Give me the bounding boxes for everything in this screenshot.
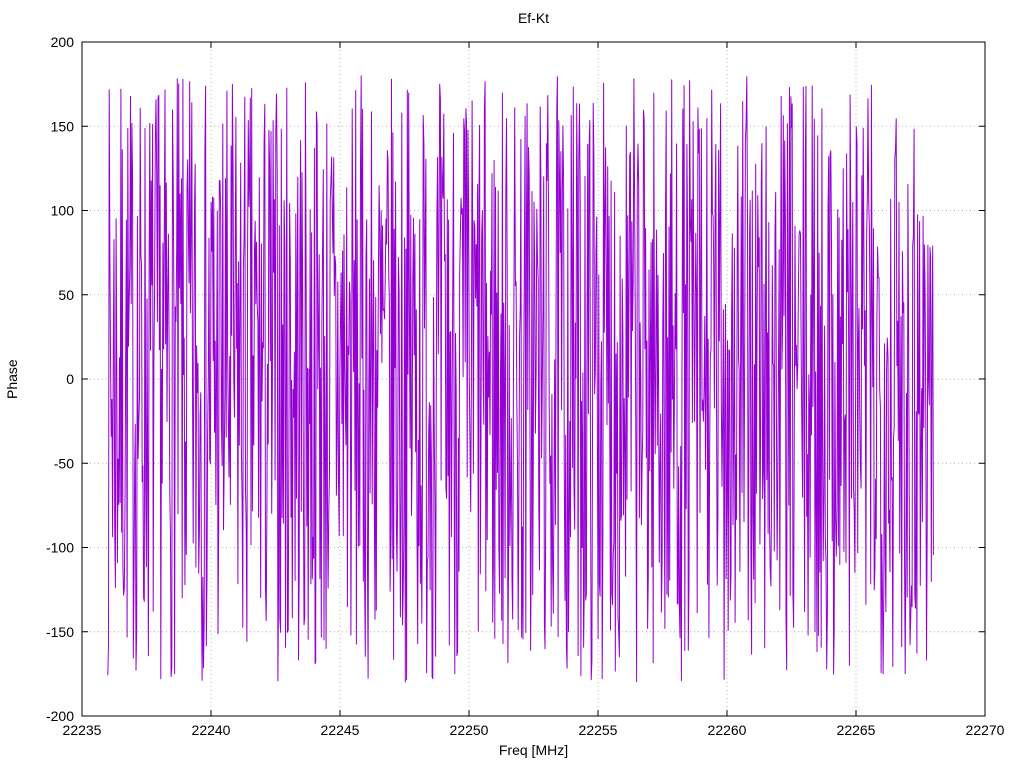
x-tick-label: 22270 [966, 722, 1005, 738]
x-tick-label: 22250 [450, 722, 489, 738]
y-tick-label: 150 [51, 118, 75, 134]
y-tick-label: -100 [46, 540, 74, 556]
y-tick-label: 100 [51, 203, 75, 219]
x-axis-label: Freq [MHz] [498, 742, 569, 758]
y-tick-label: -200 [46, 708, 74, 724]
y-tick-label: 50 [58, 287, 74, 303]
x-tick-label: 22265 [837, 722, 876, 738]
y-tick-label: -150 [46, 624, 74, 640]
x-tick-label: 22245 [321, 722, 360, 738]
x-tick-label: 22255 [579, 722, 618, 738]
y-tick-label: -50 [54, 455, 74, 471]
phase-series-line [107, 75, 934, 683]
x-tick-label: 22240 [192, 722, 231, 738]
x-tick-label: 22260 [708, 722, 747, 738]
y-tick-label: 0 [66, 371, 74, 387]
x-tick-label: 22235 [63, 722, 102, 738]
y-axis-label: Phase [4, 359, 20, 399]
chart-title: Ef-Kt [517, 10, 550, 26]
y-tick-label: 200 [51, 34, 75, 50]
